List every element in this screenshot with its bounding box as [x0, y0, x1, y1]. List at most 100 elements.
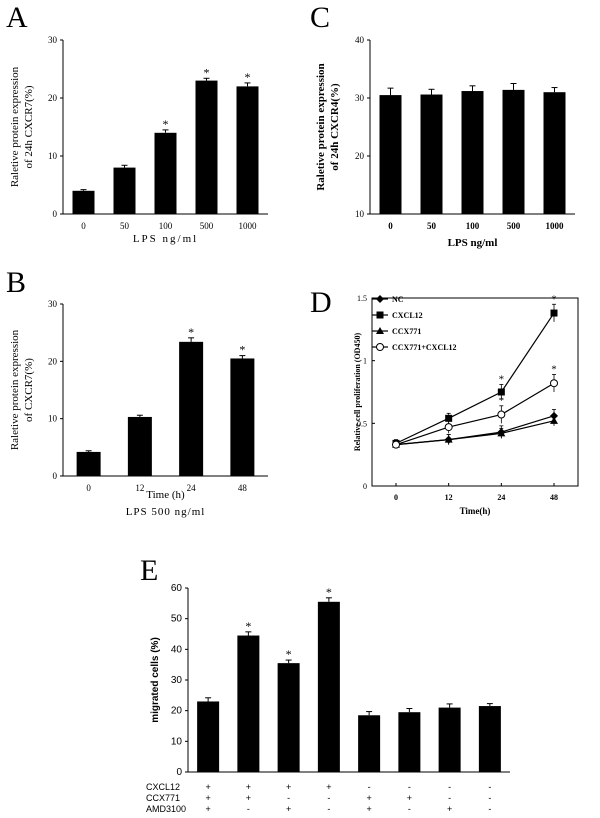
bar — [72, 190, 95, 214]
bar — [502, 89, 525, 214]
x-axis-label: Time(h) — [460, 506, 491, 516]
x-tick-label: 50 — [427, 221, 437, 231]
y-axis-label: migrated cells (%) — [150, 637, 161, 723]
y-axis-label: of CXCR7(%) — [23, 358, 35, 422]
marker-square — [497, 388, 505, 396]
x-tick-label: 500 — [200, 221, 214, 231]
y-tick-label: 20 — [48, 356, 58, 366]
treatment-sign: - — [247, 804, 250, 814]
bar — [179, 341, 204, 476]
significance-star: * — [326, 585, 332, 599]
treatment-sign: + — [286, 782, 291, 792]
treatment-sign: + — [286, 804, 291, 814]
significance-star: * — [551, 363, 557, 375]
panel-label-b: B — [6, 266, 26, 299]
treatment-sign: - — [448, 793, 451, 803]
y-tick-label: 10 — [48, 414, 58, 424]
x-tick-label: 1000 — [546, 221, 565, 231]
x-tick-label: 12 — [445, 493, 453, 502]
x-tick-label: 100 — [159, 221, 173, 231]
bar — [197, 701, 220, 772]
bar — [543, 92, 566, 214]
y-tick-label: 20 — [355, 151, 365, 161]
treatment-sign: + — [326, 782, 331, 792]
x-tick-label: 48 — [238, 483, 248, 493]
bar — [420, 94, 443, 214]
bar — [398, 712, 421, 772]
treatment-sign: - — [488, 793, 491, 803]
legend-entry: NC — [372, 295, 404, 304]
treatment-sign: - — [448, 782, 451, 792]
series-line — [395, 382, 555, 446]
y-tick-label: 0 — [176, 767, 182, 778]
significance-star: * — [286, 647, 292, 661]
x-tick-label: 0 — [86, 483, 91, 493]
bar — [478, 706, 501, 772]
y-tick-label: 20 — [171, 706, 183, 717]
chart-e: 0 10 20 30 40 50 60 * * * migrated cells (%) CXCL12… — [146, 583, 510, 814]
marker-triangle — [376, 327, 384, 334]
y-tick-label: 30 — [48, 35, 58, 45]
marker-square — [376, 311, 384, 319]
x-tick-label: 50 — [120, 221, 130, 231]
x-axis-sublabel: LPS 500 ng/ml — [126, 506, 206, 518]
marker-square — [550, 309, 558, 317]
series-line — [395, 420, 555, 446]
x-tick-label: 48 — [550, 493, 558, 502]
series-ccx771-cxcl12 — [392, 374, 558, 449]
treatment-sign: - — [327, 804, 330, 814]
bar — [154, 132, 177, 214]
series-line — [395, 312, 555, 444]
y-tick-label: 0.5 — [357, 419, 367, 428]
legend-label: CXCL12 — [392, 311, 423, 320]
panel-label-d: D — [310, 286, 332, 319]
x-tick-label: 100 — [466, 221, 480, 231]
x-tick-label: 0 — [388, 221, 393, 231]
legend-label: CCX771+CXCL12 — [392, 343, 457, 352]
treatment-sign: - — [287, 793, 290, 803]
treatment-sign: + — [246, 793, 251, 803]
y-tick-label: 0 — [53, 471, 58, 481]
marker-open-circle — [444, 423, 453, 432]
significance-star: * — [499, 373, 505, 385]
bar — [358, 715, 381, 772]
significance-star: * — [245, 70, 251, 84]
y-axis-label: Raletive protein expression — [9, 329, 21, 450]
marker-triangle — [444, 435, 453, 443]
treatment-row-label: AMD3100 — [146, 804, 186, 814]
bar — [277, 663, 300, 772]
chart-a: 0 10 20 30 0 50 * 100 * 500 * 1000 LPS ng/ml Raletive… — [9, 35, 268, 245]
y-axis-label: of 24h CXCR4(%) — [329, 83, 341, 171]
legend-label: CCX771 — [392, 327, 421, 336]
legend-entry: CCX771 — [372, 327, 421, 336]
bar — [438, 707, 461, 772]
y-tick-label: 60 — [171, 583, 183, 594]
y-tick-label: 0 — [53, 209, 58, 219]
x-tick-label: 0 — [81, 221, 86, 231]
treatment-sign: + — [205, 804, 210, 814]
bar — [195, 80, 218, 214]
y-tick-label: 30 — [48, 299, 58, 309]
marker-open-circle — [497, 410, 506, 419]
treatment-sign: - — [408, 782, 411, 792]
bar — [113, 167, 136, 214]
y-tick-label: 0 — [363, 482, 367, 491]
legend-label: NC — [392, 295, 404, 304]
x-tick-label: 24 — [187, 483, 197, 493]
bar — [461, 91, 484, 214]
significance-star: * — [188, 325, 194, 339]
marker-triangle — [550, 416, 558, 424]
treatment-sign: - — [488, 804, 491, 814]
x-tick-label: 1000 — [239, 221, 258, 231]
significance-star: * — [239, 343, 245, 357]
bar — [236, 86, 259, 214]
marker-triangle — [497, 429, 506, 437]
x-tick-label: 12 — [135, 483, 144, 493]
marker-open-circle — [376, 343, 384, 351]
y-tick-label: 30 — [171, 675, 183, 686]
y-tick-label: 40 — [355, 35, 365, 45]
x-tick-label: 500 — [507, 221, 521, 231]
marker-open-circle — [392, 440, 400, 449]
panel-label-c: C — [310, 1, 330, 34]
